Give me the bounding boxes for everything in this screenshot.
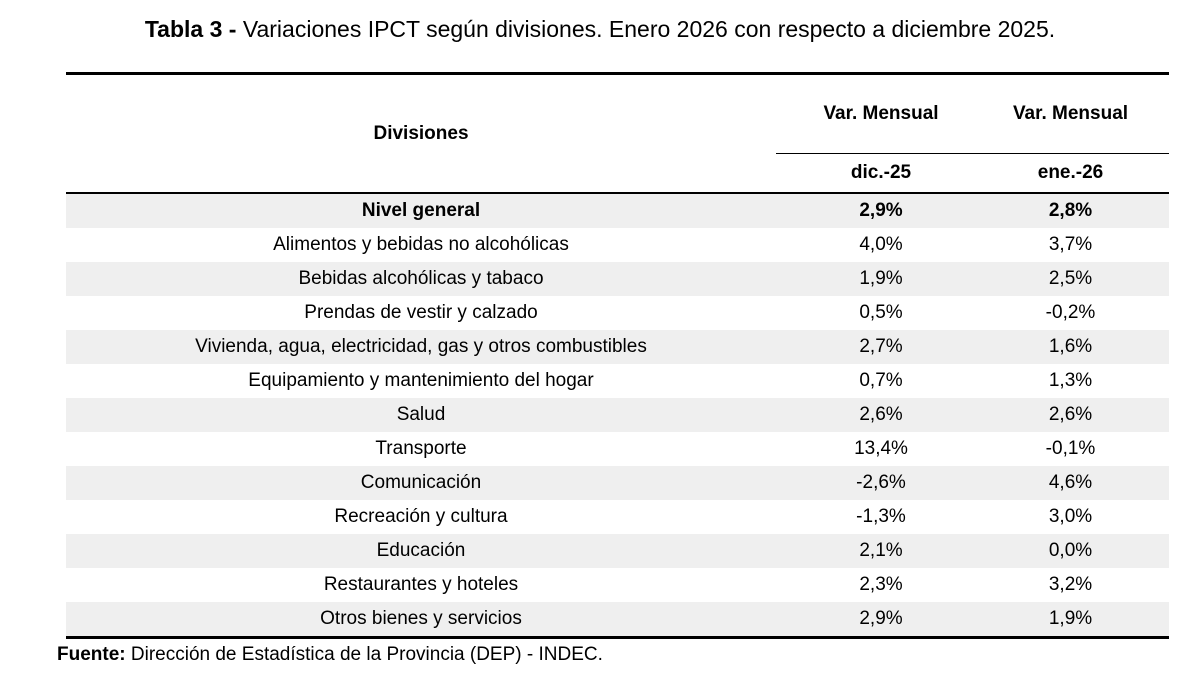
table-row: Recreación y cultura -1,3% 3,0% [66, 500, 1169, 534]
header-col1-sub: dic.-25 [776, 153, 972, 194]
table-row: Otros bienes y servicios 2,9% 1,9% [66, 602, 1169, 639]
ene-value-cell: 2,6% [972, 398, 1169, 432]
table-row: Educación 2,1% 0,0% [66, 534, 1169, 568]
dic-value-cell: 4,0% [859, 234, 903, 255]
division-cell: Transporte [375, 438, 467, 459]
table-title: Tabla 3 - Variaciones IPCT según divisio… [0, 14, 1200, 44]
dic-value-cell: 2,3% [859, 574, 903, 595]
division-cell: Educación [66, 534, 776, 568]
ene-value-cell: 2,5% [972, 262, 1169, 296]
source-label: Fuente: [57, 644, 126, 665]
dic-value-cell: -1,3% [856, 506, 906, 527]
table-row: Nivel general 2,9% 2,8% [66, 193, 1169, 228]
division-cell: Otros bienes y servicios [66, 602, 776, 639]
dic-value-cell: 2,6% [776, 398, 972, 432]
division-cell: Nivel general [66, 193, 776, 228]
dic-value-cell: 2,9% [776, 193, 972, 228]
table-row: Comunicación -2,6% 4,6% [66, 466, 1169, 500]
table-row: Transporte 13,4% -0,1% [66, 432, 1169, 466]
table-row: Equipamiento y mantenimiento del hogar 0,… [66, 364, 1169, 398]
ene-value-cell: -0,2% [1045, 302, 1096, 323]
division-cell: Prendas de vestir y calzado [304, 302, 538, 323]
table-row: Restaurantes y hoteles 2,3% 3,2% [66, 568, 1169, 602]
ene-value-cell: 3,0% [1048, 506, 1093, 527]
dic-value-cell: 0,5% [859, 302, 903, 323]
dic-value-cell: 1,9% [776, 262, 972, 296]
source-note: Fuente: Dirección de Estadística de la P… [57, 642, 603, 668]
ipct-divisions-table: Divisiones Var. Mensual Var. Mensual dic… [66, 72, 1169, 639]
ene-value-cell: 3,7% [1048, 234, 1093, 255]
ene-value-cell: 4,6% [972, 466, 1169, 500]
ene-value-cell: 2,8% [972, 193, 1169, 228]
table-title-lead: Tabla 3 - [144, 16, 237, 42]
division-cell: Salud [66, 398, 776, 432]
table-row: Alimentos y bebidas no alcohólicas 4,0% 3,… [66, 228, 1169, 262]
dic-value-cell: 13,4% [854, 438, 908, 459]
division-cell: Recreación y cultura [334, 506, 508, 527]
table-row: Prendas de vestir y calzado 0,5% -0,2% [66, 296, 1169, 330]
division-cell: Restaurantes y hoteles [323, 574, 519, 595]
table-body: Nivel general 2,9% 2,8% Alimentos y bebidas… [66, 193, 1169, 639]
table-row: Bebidas alcohólicas y tabaco 1,9% 2,5% [66, 262, 1169, 296]
dic-value-cell: 2,7% [776, 330, 972, 364]
ene-value-cell: 3,2% [1048, 574, 1093, 595]
header-col2-top: Var. Mensual [972, 72, 1169, 154]
ene-value-cell: -0,1% [1045, 438, 1096, 459]
ene-value-cell: 1,9% [972, 602, 1169, 639]
division-cell: Alimentos y bebidas no alcohólicas [273, 234, 569, 255]
dic-value-cell: -2,6% [776, 466, 972, 500]
ene-value-cell: 1,6% [972, 330, 1169, 364]
table-row: Salud 2,6% 2,6% [66, 398, 1169, 432]
header-col2-sub: ene.-26 [972, 153, 1169, 194]
division-cell: Bebidas alcohólicas y tabaco [66, 262, 776, 296]
table-header: Divisiones Var. Mensual Var. Mensual dic… [66, 72, 1169, 194]
dic-value-cell: 2,1% [776, 534, 972, 568]
dic-value-cell: 2,9% [776, 602, 972, 639]
dic-value-cell: 0,7% [859, 370, 903, 391]
header-divisions: Divisiones [66, 72, 776, 194]
source-text: Dirección de Estadística de la Provincia… [130, 644, 603, 665]
division-cell: Equipamiento y mantenimiento del hogar [248, 370, 594, 391]
ipct-table-container: Divisiones Var. Mensual Var. Mensual dic… [66, 72, 1169, 639]
table-title-text: Variaciones IPCT según divisiones. Enero… [242, 16, 1056, 42]
division-cell: Vivienda, agua, electricidad, gas y otro… [66, 330, 776, 364]
division-cell: Comunicación [66, 466, 776, 500]
header-col1-top: Var. Mensual [776, 72, 972, 154]
ene-value-cell: 1,3% [1048, 370, 1093, 391]
table-row: Vivienda, agua, electricidad, gas y otro… [66, 330, 1169, 364]
ene-value-cell: 0,0% [972, 534, 1169, 568]
